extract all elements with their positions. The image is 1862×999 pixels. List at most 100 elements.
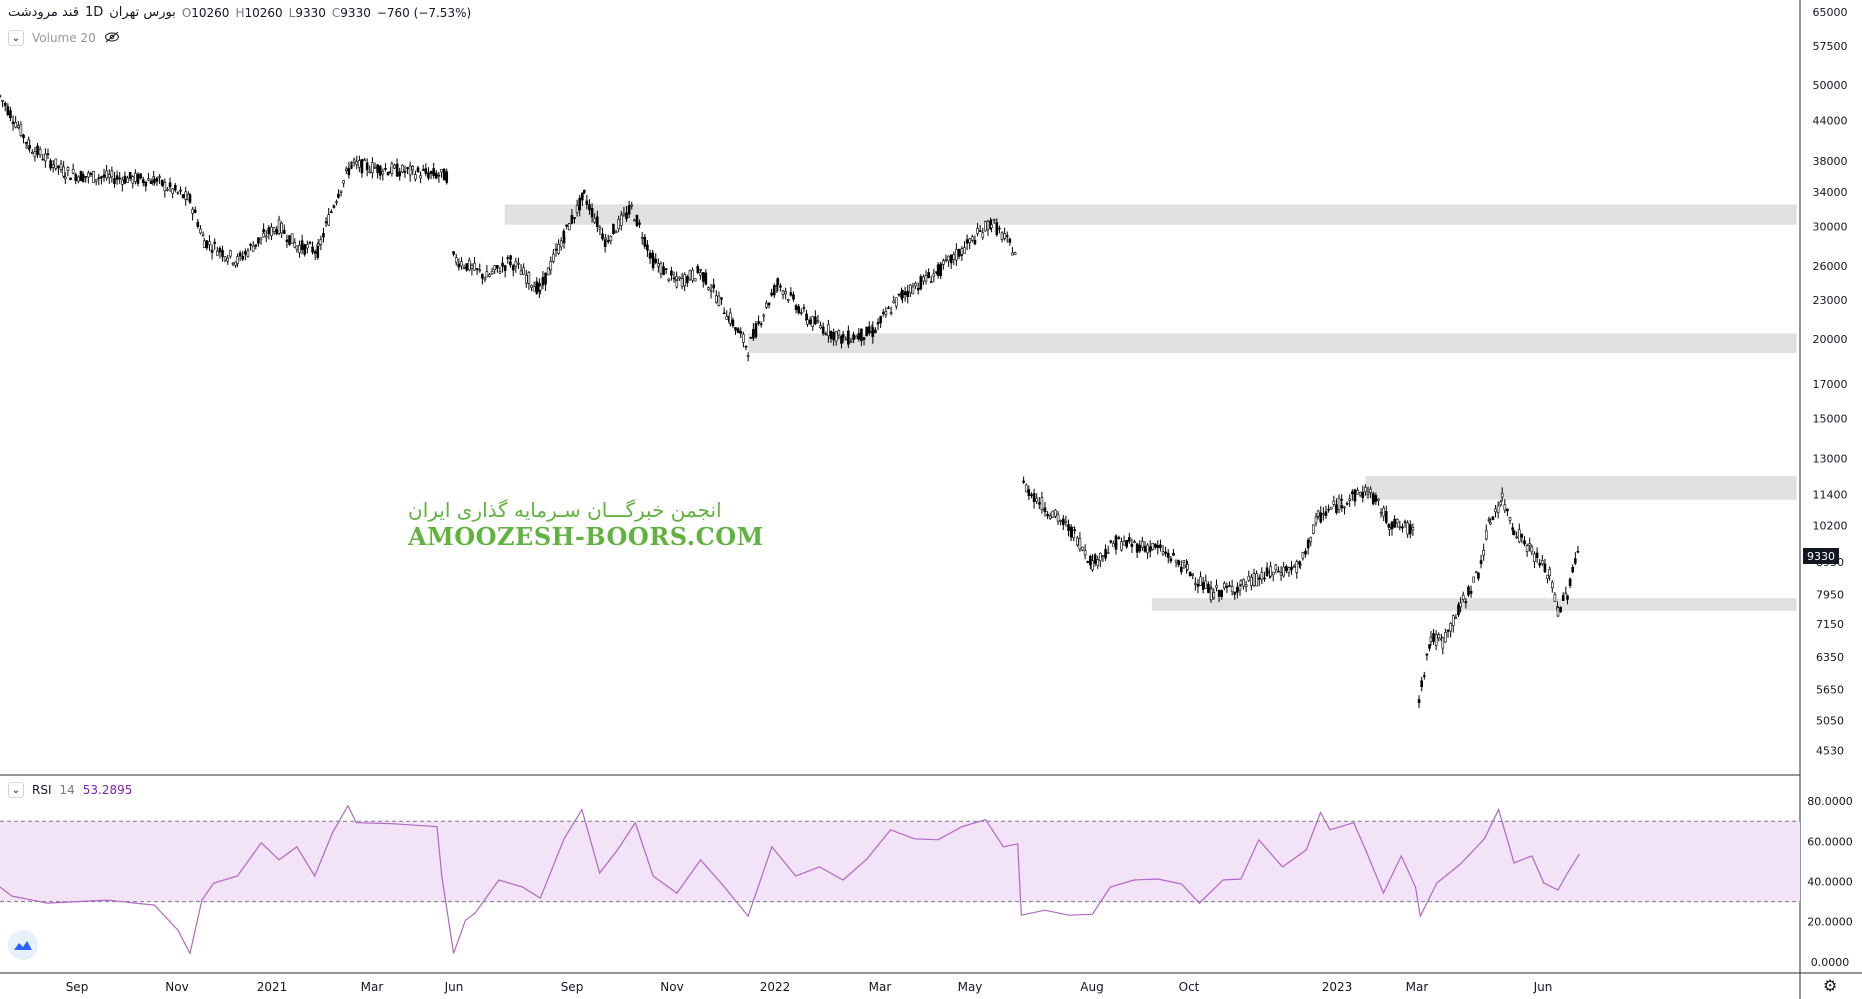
- candle-body: [565, 224, 568, 227]
- candle-body: [311, 246, 314, 253]
- price-tick-label: 5050: [1816, 714, 1844, 727]
- candle-body: [416, 167, 420, 173]
- candle-body: [664, 268, 668, 270]
- candle-body: [1076, 537, 1079, 546]
- candle-body: [811, 316, 815, 327]
- candle-body: [701, 272, 705, 282]
- candle-body: [511, 265, 515, 271]
- candle-body: [202, 240, 206, 249]
- candle-body: [889, 312, 893, 315]
- candle-body: [914, 283, 917, 287]
- price-tick-label: 5650: [1816, 683, 1844, 696]
- candle-body: [1491, 516, 1495, 521]
- zone-3[interactable]: [1365, 475, 1797, 500]
- candle-body: [1499, 501, 1503, 506]
- candle-body: [742, 333, 745, 343]
- candle-body: [829, 331, 833, 339]
- candle-body: [1148, 546, 1152, 552]
- candle-body: [457, 263, 461, 268]
- candle-body: [667, 278, 671, 281]
- candle-body: [714, 295, 718, 303]
- candle-body: [221, 250, 224, 257]
- candle-body: [298, 245, 301, 254]
- candle-body: [105, 170, 108, 179]
- candle-body: [1301, 551, 1305, 559]
- candle-body: [1437, 634, 1441, 639]
- candle-body: [562, 236, 566, 244]
- candle-body: [179, 189, 182, 192]
- candle-body: [1287, 567, 1291, 574]
- zone-4[interactable]: [1151, 598, 1797, 611]
- candle-body: [102, 174, 106, 178]
- candle-body: [270, 226, 273, 237]
- candle-body: [1054, 509, 1057, 517]
- candle-body: [874, 329, 877, 334]
- candle-body: [767, 302, 771, 306]
- candle-body: [1489, 521, 1492, 525]
- candle-body: [552, 253, 555, 262]
- candle-body: [1403, 521, 1407, 523]
- chevron-down-icon[interactable]: ⌄: [8, 782, 24, 798]
- candle-body: [1061, 518, 1065, 526]
- candle-body: [887, 307, 890, 310]
- candle-body: [460, 261, 463, 267]
- candle-body: [992, 219, 996, 222]
- candle-body: [906, 290, 910, 297]
- price-tick-label: 44000: [1813, 114, 1848, 127]
- candle-body: [590, 208, 594, 218]
- candle-body: [406, 167, 409, 170]
- candle-body: [208, 241, 211, 246]
- time-tick-label: Jun: [1533, 980, 1553, 994]
- candle-body: [41, 158, 45, 161]
- candle-body: [434, 172, 438, 179]
- candle-body: [223, 256, 227, 261]
- candle-body: [1343, 506, 1346, 509]
- candle-body: [205, 240, 209, 249]
- candle-body: [1220, 590, 1223, 597]
- candle-body: [1277, 570, 1280, 573]
- candle-body: [1517, 529, 1521, 543]
- candle-body: [288, 235, 291, 245]
- candle-body: [470, 264, 474, 269]
- rsi-label[interactable]: RSI: [32, 783, 52, 797]
- candle-body: [1304, 550, 1307, 555]
- candle-body: [171, 188, 174, 194]
- candle-body: [532, 286, 536, 292]
- candle-body: [609, 235, 613, 242]
- candle-body: [1156, 545, 1160, 548]
- tradingview-logo-icon[interactable]: [8, 930, 38, 960]
- candle-body: [1141, 541, 1144, 548]
- candle-body: [347, 167, 351, 176]
- candle-body: [1309, 537, 1313, 543]
- eye-off-icon[interactable]: [104, 31, 120, 46]
- candle-body: [744, 345, 748, 348]
- candle-body: [196, 221, 200, 227]
- symbol-name[interactable]: قند مرودشت: [8, 5, 79, 20]
- candle-body: [1322, 513, 1325, 516]
- candle-body: [432, 168, 435, 177]
- interval-label[interactable]: 1D: [84, 5, 104, 20]
- candle-body: [981, 232, 985, 238]
- candle-body: [462, 266, 466, 269]
- price-tick-label: 50000: [1813, 79, 1848, 92]
- candle-body: [424, 168, 428, 174]
- volume-label[interactable]: Volume 20: [32, 31, 96, 45]
- rsi-pane: [0, 804, 1800, 956]
- candle-body: [570, 215, 574, 224]
- time-tick-label: May: [958, 980, 983, 994]
- candle-body: [924, 275, 928, 282]
- price-tick-label: 20000: [1813, 333, 1848, 346]
- chevron-down-icon[interactable]: ⌄: [8, 30, 24, 46]
- rsi-tick-label: 20.0000: [1807, 916, 1853, 929]
- candle-body: [365, 162, 369, 171]
- zone-1[interactable]: [504, 204, 1797, 225]
- candle-body: [909, 284, 912, 294]
- gear-icon[interactable]: ⚙: [1823, 976, 1838, 995]
- candle-body: [386, 172, 390, 175]
- candle-body: [490, 270, 494, 275]
- candle-body: [1469, 590, 1473, 594]
- candle-body: [596, 216, 599, 227]
- zone-2[interactable]: [748, 333, 1797, 354]
- candle-body: [1568, 578, 1572, 587]
